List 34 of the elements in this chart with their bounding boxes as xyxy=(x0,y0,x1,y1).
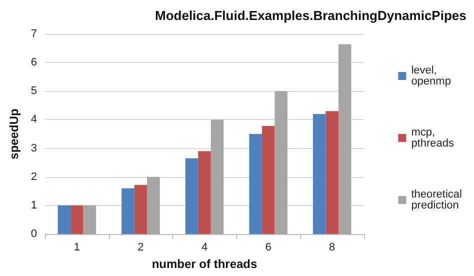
y-tick-label: 3 xyxy=(30,142,38,154)
bar xyxy=(326,111,338,234)
x-axis-title: number of threads xyxy=(152,257,258,271)
bar xyxy=(262,126,275,234)
bar xyxy=(312,114,326,234)
x-tick-label: 1 xyxy=(74,242,80,254)
bar xyxy=(210,120,224,234)
bar xyxy=(83,205,96,234)
legend-label: theoretical prediction xyxy=(411,188,466,212)
bar xyxy=(122,188,134,234)
y-axis-title: speedUp xyxy=(7,108,21,160)
y-tick-label: 0 xyxy=(30,228,38,240)
bar xyxy=(198,151,211,234)
y-tick-label: 6 xyxy=(30,56,38,69)
legend-label: level, openmp xyxy=(411,64,451,88)
y-tick-label: 5 xyxy=(30,85,38,98)
bar xyxy=(274,91,288,234)
y-tick-label: 1 xyxy=(30,199,38,212)
x-tick-label: 2 xyxy=(138,242,144,254)
chart-title: Modelica.Fluid.Examples.BranchingDynamicPipes xyxy=(155,8,466,23)
x-tick-label: 8 xyxy=(329,242,336,254)
legend-label: mcp, pthreads xyxy=(411,126,454,150)
bar xyxy=(185,158,198,234)
bar xyxy=(134,184,148,234)
bar xyxy=(338,44,352,234)
x-tick-label: 6 xyxy=(265,242,272,254)
bar xyxy=(58,205,71,234)
bar xyxy=(147,176,160,234)
y-tick-label: 2 xyxy=(30,170,38,183)
bar xyxy=(70,205,84,234)
bar xyxy=(249,134,262,234)
y-tick-label: 7 xyxy=(30,28,38,40)
y-tick-label: 4 xyxy=(30,114,38,126)
x-tick-label: 4 xyxy=(201,242,208,254)
